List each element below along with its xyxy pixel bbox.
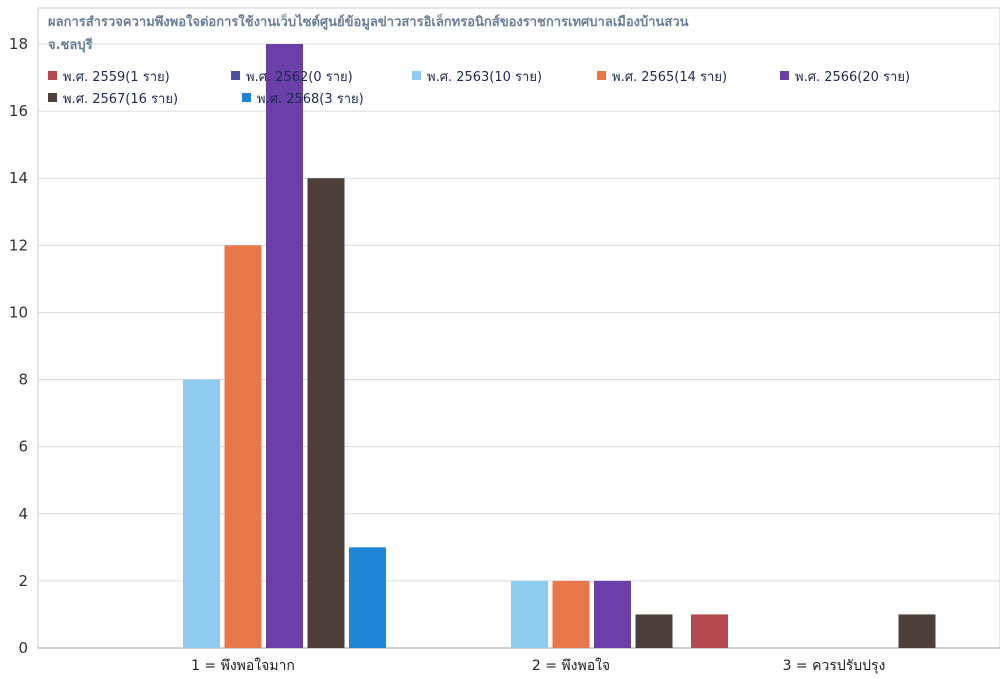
legend-swatch xyxy=(597,71,606,80)
chart-title: ผลการสำรวจความพึงพอใจต่อการใช้งานเว็บไซต… xyxy=(48,12,689,30)
legend-swatch xyxy=(231,71,240,80)
y-tick-label: 2 xyxy=(18,572,28,590)
legend: พ.ศ. 2559(1 ราย) พ.ศ. 2562(0 ราย) พ.ศ. 256… xyxy=(48,70,910,107)
bar-6-3 xyxy=(898,614,936,648)
bar-5-1 xyxy=(266,44,303,648)
bar-3-2 xyxy=(511,580,548,648)
y-tick-label: 4 xyxy=(18,505,28,523)
y-tick-label: 18 xyxy=(9,35,28,53)
bar-6-1 xyxy=(307,178,345,648)
y-tick-label: 16 xyxy=(9,102,28,120)
x-category-label: 3 = ควรปรับปรุง xyxy=(783,658,886,674)
legend-label: พ.ศ. 2568(3 ราย) xyxy=(257,92,364,107)
legend-swatch xyxy=(48,93,57,102)
y-axis-ticks: 0 2 4 6 8 10 12 14 16 18 xyxy=(9,35,28,657)
y-tick-label: 10 xyxy=(9,303,28,321)
legend-swatch xyxy=(412,71,421,80)
y-tick-label: 12 xyxy=(9,236,28,254)
x-category-label: 1 = พึงพอใจมาก xyxy=(191,657,295,674)
legend-swatch xyxy=(780,71,789,80)
y-tick-label: 8 xyxy=(18,371,28,389)
chart-subtitle: จ.ชลบุรี xyxy=(48,37,93,53)
chart-title-block: ผลการสำรวจความพึงพอใจต่อการใช้งานเว็บไซต… xyxy=(48,12,689,53)
bar-7-1 xyxy=(349,547,386,648)
y-tick-label: 14 xyxy=(9,169,28,187)
bar-4-2 xyxy=(552,580,590,648)
plot-frame xyxy=(37,7,1000,649)
legend-label: พ.ศ. 2559(1 ราย) xyxy=(63,70,170,85)
bar-4-1 xyxy=(224,245,262,649)
bar-1-3 xyxy=(691,614,728,648)
x-category-label: 2 = พึงพอใจ xyxy=(532,657,610,674)
bars xyxy=(183,44,936,649)
legend-label: พ.ศ. 2567(16 ราย) xyxy=(63,92,178,107)
legend-label: พ.ศ. 2565(14 ราย) xyxy=(612,70,727,85)
legend-label: พ.ศ. 2563(10 ราย) xyxy=(427,70,542,85)
x-axis-categories: 1 = พึงพอใจมาก 2 = พึงพอใจ 3 = ควรปรับปรุง xyxy=(191,657,885,674)
legend-swatch xyxy=(48,71,57,80)
bar-3-1 xyxy=(183,379,220,648)
y-tick-label: 0 xyxy=(18,639,28,657)
bar-6-2 xyxy=(635,614,673,648)
legend-label: พ.ศ. 2566(20 ราย) xyxy=(795,70,910,85)
bar-5-2 xyxy=(594,580,631,648)
y-tick-label: 6 xyxy=(18,438,28,456)
legend-label: พ.ศ. 2562(0 ราย) xyxy=(246,70,353,85)
legend-swatch xyxy=(242,93,251,102)
